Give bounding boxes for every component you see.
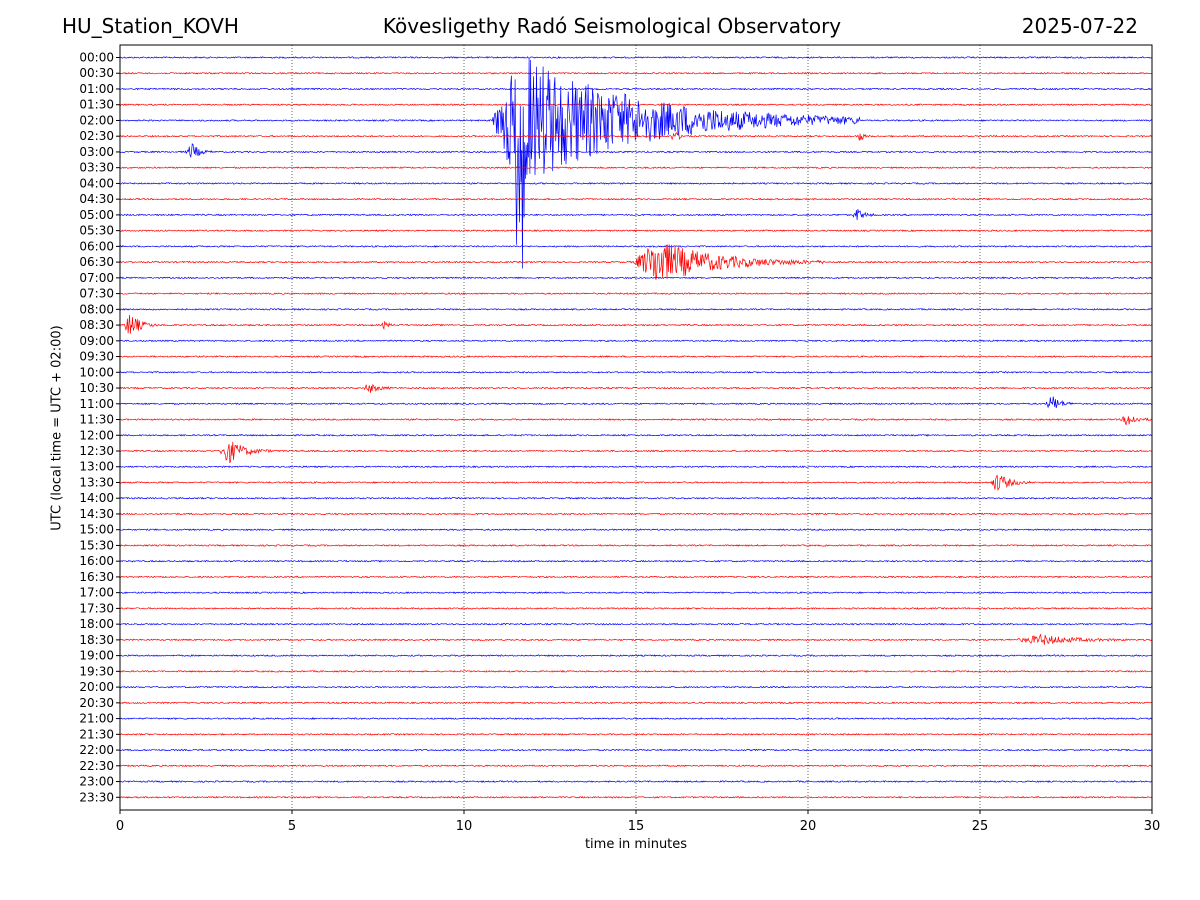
y-tick-label: 00:30 <box>79 66 114 80</box>
station-name: HU_Station_KOVH <box>62 14 239 38</box>
y-tick-label: 20:00 <box>79 680 114 694</box>
y-tick-label: 07:00 <box>79 271 114 285</box>
grid-lines <box>291 45 981 810</box>
trace-1300 <box>120 465 1152 469</box>
trace-1100 <box>120 396 1152 409</box>
y-tick-label: 19:00 <box>79 649 114 663</box>
y-tick-label: 17:30 <box>79 601 114 615</box>
y-tick-label: 12:00 <box>79 428 114 442</box>
y-axis-label: UTC (local time = UTC + 02:00) <box>49 325 65 531</box>
y-tick-label: 16:30 <box>79 570 114 584</box>
trace-1730 <box>120 606 1152 610</box>
y-tick-label: 02:30 <box>79 129 114 143</box>
y-tick-label: 19:30 <box>79 664 114 678</box>
x-tick-label: 15 <box>628 819 645 834</box>
y-tick-label: 17:00 <box>79 586 114 600</box>
x-tick-label: 30 <box>1144 819 1161 834</box>
trace-2330 <box>120 795 1152 799</box>
x-axis: 0 5 10 15 20 25 30 <box>116 810 1160 834</box>
y-tick-label: 06:00 <box>79 239 114 253</box>
y-tick-label: 13:30 <box>79 475 114 489</box>
x-tick-label: 25 <box>972 819 989 834</box>
y-tick-label: 09:00 <box>79 334 114 348</box>
trace-0300 <box>120 143 1152 159</box>
y-tick-label: 04:00 <box>79 176 114 190</box>
y-tick-label: 04:30 <box>79 192 114 206</box>
chart-date: 2025-07-22 <box>1021 14 1138 38</box>
y-tick-label: 14:00 <box>79 491 114 505</box>
y-tick-label: 15:00 <box>79 523 114 537</box>
y-tick-label: 10:00 <box>79 365 114 379</box>
y-tick-label: 05:00 <box>79 208 114 222</box>
trace-0900 <box>120 339 1152 343</box>
y-tick-label: 16:00 <box>79 554 114 568</box>
y-tick-label: 14:30 <box>79 507 114 521</box>
y-tick-label: 08:30 <box>79 318 114 332</box>
y-tick-label: 13:00 <box>79 460 114 474</box>
trace-0100 <box>120 87 1152 91</box>
y-tick-label: 23:30 <box>79 790 114 804</box>
x-axis-label: time in minutes <box>584 837 688 852</box>
y-tick-label: 18:30 <box>79 633 114 647</box>
y-tick-label: 01:30 <box>79 98 114 112</box>
x-tick-label: 0 <box>116 819 124 834</box>
y-tick-label: 09:30 <box>79 350 114 364</box>
y-tick-label: 05:30 <box>79 224 114 238</box>
trace-0530 <box>120 229 1152 233</box>
x-tick-label: 5 <box>288 819 296 834</box>
y-tick-label: 21:00 <box>79 712 114 726</box>
y-tick-label: 08:00 <box>79 302 114 316</box>
trace-0700 <box>120 276 1152 280</box>
y-tick-label: 11:30 <box>79 413 114 427</box>
trace-1700 <box>120 591 1152 595</box>
trace-2300 <box>120 780 1152 783</box>
y-tick-label: 22:00 <box>79 743 114 757</box>
trace-2100 <box>120 717 1152 720</box>
trace-1330 <box>120 474 1152 491</box>
y-tick-label: 07:30 <box>79 287 114 301</box>
x-tick-label: 20 <box>800 819 817 834</box>
y-tick-label: 15:30 <box>79 538 114 552</box>
y-tick-label: 11:00 <box>79 397 114 411</box>
y-tick-label: 12:30 <box>79 444 114 458</box>
trace-0500 <box>120 209 1152 221</box>
trace-1030 <box>120 383 1152 393</box>
y-tick-label: 23:00 <box>79 775 114 789</box>
y-tick-label: 21:30 <box>79 727 114 741</box>
trace-0230 <box>120 132 1152 141</box>
trace-1930 <box>120 669 1152 673</box>
y-tick-label: 20:30 <box>79 696 114 710</box>
y-tick-label: 02:00 <box>79 113 114 127</box>
trace-1500 <box>120 528 1152 532</box>
trace-2130 <box>120 732 1152 736</box>
y-tick-label: 22:30 <box>79 759 114 773</box>
y-tick-label: 10:30 <box>79 381 114 395</box>
y-tick-label: 03:30 <box>79 161 114 175</box>
trace-1130 <box>120 416 1152 426</box>
y-tick-label: 00:00 <box>79 51 114 65</box>
y-tick-label: 18:00 <box>79 617 114 631</box>
trace-1530 <box>120 544 1152 547</box>
chart-title: Kövesligethy Radó Seismological Observat… <box>382 14 842 38</box>
trace-1900 <box>120 654 1152 658</box>
y-tick-label: 06:30 <box>79 255 114 269</box>
y-tick-label: 03:00 <box>79 145 114 159</box>
trace-group <box>120 56 1152 799</box>
y-tick-label: 01:00 <box>79 82 114 96</box>
x-tick-label: 10 <box>456 819 473 834</box>
